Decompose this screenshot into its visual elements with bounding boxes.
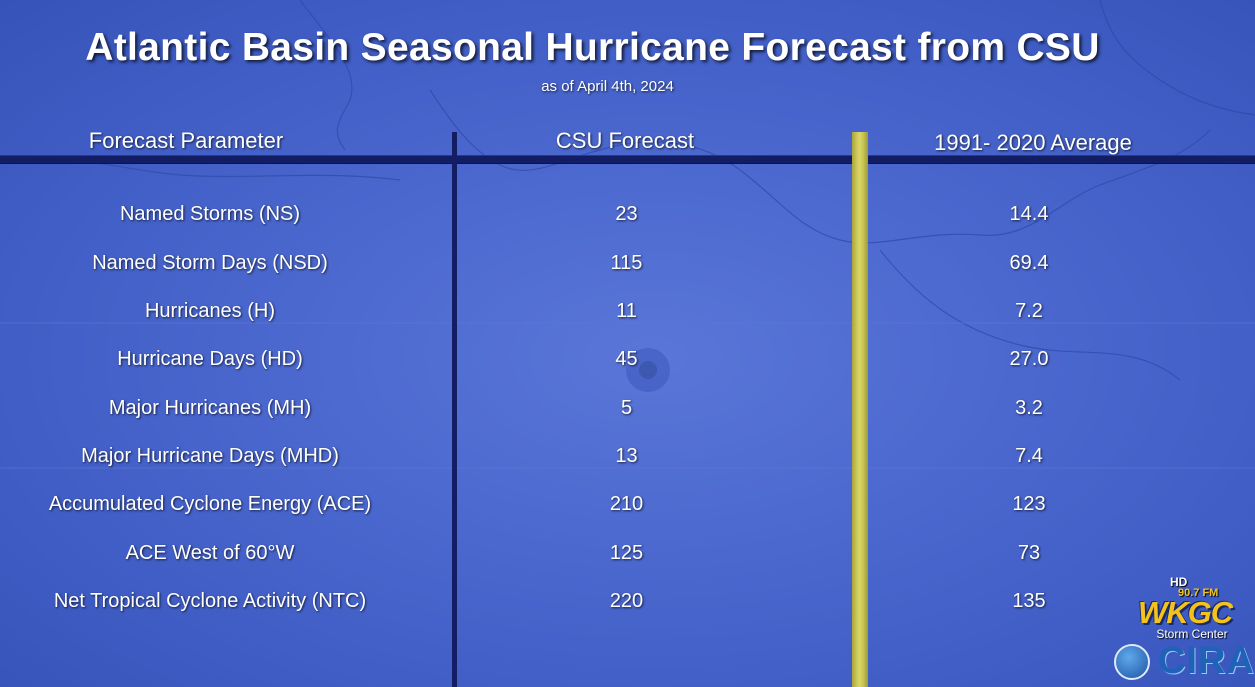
row-csu-value: 5 xyxy=(620,397,633,419)
row-average-value: 73 xyxy=(1017,542,1041,564)
station-callsign: WKGC xyxy=(1138,595,1233,630)
table-row: Major Hurricane Days (MHD) 13 7.4 xyxy=(0,445,1255,475)
row-parameter: Major Hurricane Days (MHD) xyxy=(81,445,339,467)
table-row: Net Tropical Cyclone Activity (NTC) 220 … xyxy=(0,590,1255,620)
hd-radio-badge: HD xyxy=(1170,575,1188,589)
row-csu-value: 125 xyxy=(609,542,644,564)
row-average-value: 27.0 xyxy=(1009,348,1049,370)
row-csu-value: 115 xyxy=(610,252,643,274)
row-average-value: 7.2 xyxy=(1015,300,1043,322)
row-average-value: 69.4 xyxy=(1009,252,1049,274)
table-row: Named Storms (NS) 23 14.4 xyxy=(0,203,1255,233)
row-parameter: Named Storms (NS) xyxy=(119,203,301,225)
page-subtitle: as of April 4th, 2024 xyxy=(541,78,674,95)
row-parameter: Hurricane Days (HD) xyxy=(117,348,303,370)
row-csu-value: 45 xyxy=(615,348,638,370)
row-average-value: 14.4 xyxy=(1009,203,1049,225)
table-row: Accumulated Cyclone Energy (ACE) 210 123 xyxy=(0,493,1255,523)
row-average-value: 135 xyxy=(1012,590,1046,612)
row-average-value: 7.4 xyxy=(1015,445,1043,467)
row-csu-value: 210 xyxy=(609,493,644,515)
header-average: 1991- 2020 Average xyxy=(934,130,1132,155)
station-logo: HD 90.7 FM WKGC Storm Center CIRA xyxy=(1112,570,1255,685)
row-csu-value: 220 xyxy=(609,590,644,612)
row-parameter: Hurricanes (H) xyxy=(144,300,276,322)
row-csu-value: 11 xyxy=(616,300,637,322)
table-row: Named Storm Days (NSD) 115 69.4 xyxy=(0,252,1255,282)
station-tagline: Storm Center xyxy=(1156,627,1228,641)
row-csu-value: 23 xyxy=(615,203,638,225)
row-average-value: 123 xyxy=(1012,493,1046,515)
table-row: Major Hurricanes (MH) 5 3.2 xyxy=(0,397,1255,427)
table-row: ACE West of 60°W 125 73 xyxy=(0,542,1255,572)
cira-logo: CIRA xyxy=(1158,640,1255,682)
row-average-value: 3.2 xyxy=(1015,397,1043,419)
noaa-logo-icon xyxy=(1114,644,1150,680)
station-frequency: 90.7 FM xyxy=(1178,587,1219,599)
row-parameter: Named Storm Days (NSD) xyxy=(92,252,328,274)
row-parameter: Major Hurricanes (MH) xyxy=(108,397,312,419)
row-parameter: Accumulated Cyclone Energy (ACE) xyxy=(48,493,372,515)
header-forecast-parameter: Forecast Parameter xyxy=(88,128,284,153)
table-row: Hurricanes (H) 11 7.2 xyxy=(0,300,1255,330)
row-csu-value: 13 xyxy=(615,445,638,467)
column-divider-yellow xyxy=(852,132,868,687)
row-parameter: ACE West of 60°W xyxy=(125,542,295,564)
row-parameter: Net Tropical Cyclone Activity (NTC) xyxy=(53,590,367,612)
header-divider xyxy=(0,155,1255,164)
header-csu-forecast: CSU Forecast xyxy=(555,128,695,153)
page-title: Atlantic Basin Seasonal Hurricane Foreca… xyxy=(85,26,1100,69)
table-row: Hurricane Days (HD) 45 27.0 xyxy=(0,348,1255,378)
column-divider-navy xyxy=(452,132,457,687)
